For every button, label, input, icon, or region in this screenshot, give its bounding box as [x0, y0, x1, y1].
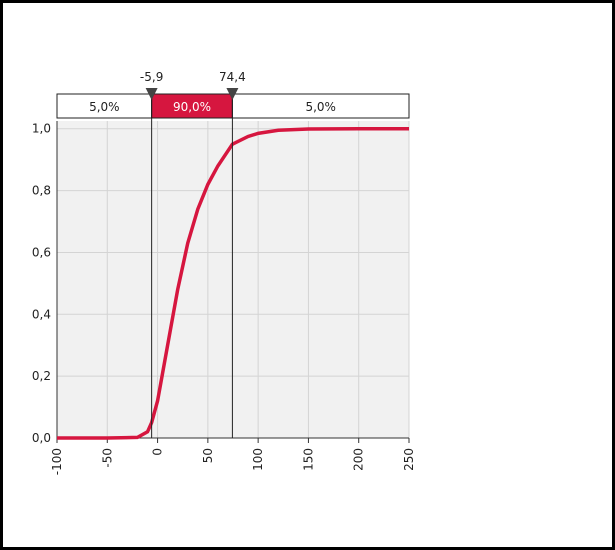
x-tick-label: 200 — [352, 448, 366, 471]
y-tick-label: 0,4 — [32, 307, 51, 321]
plot-area — [57, 121, 409, 438]
x-tick-label: 50 — [201, 448, 215, 463]
band-segment — [56, 93, 153, 119]
x-tick-label: 0 — [151, 448, 165, 456]
x-tick-label: -100 — [50, 448, 64, 475]
x-tick-label: -50 — [100, 448, 114, 468]
band-label: 5,0% — [89, 100, 120, 114]
y-tick-label: 0,8 — [32, 184, 51, 198]
band-segment — [231, 93, 410, 119]
band-segment — [151, 93, 233, 119]
x-tick-label: 150 — [301, 448, 315, 471]
y-tick-label: 0,0 — [32, 431, 51, 445]
band-label: 90,0% — [173, 100, 211, 114]
y-tick-label: 0,6 — [32, 245, 51, 259]
delimiter-label: 74,4 — [219, 70, 246, 84]
y-tick-label: 0,2 — [32, 369, 51, 383]
x-tick-label: 100 — [251, 448, 265, 471]
delimiter-label: -5,9 — [140, 70, 163, 84]
x-tick-label: 250 — [402, 448, 416, 471]
band-label: 5,0% — [305, 100, 336, 114]
delimiter-marker — [145, 88, 158, 100]
y-tick-label: 1,0 — [32, 122, 51, 136]
delimiter-marker — [226, 88, 239, 100]
chart: 0,0 0,2 0,4 0,6 0,8 1,0 -100 -50 0 50 100 150 200 250… — [32, 70, 416, 475]
cdf-line — [57, 126, 409, 440]
